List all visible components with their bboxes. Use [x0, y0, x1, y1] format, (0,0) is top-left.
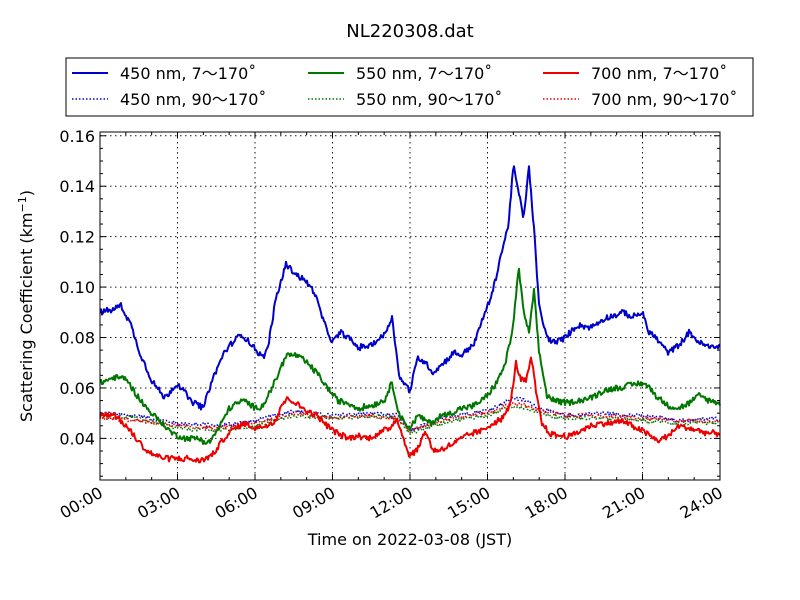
legend-label: 450 nm, 7～170˚: [120, 64, 256, 83]
legend-label: 550 nm, 7～170˚: [356, 64, 492, 83]
x-tick-label: 06:00: [212, 483, 261, 523]
series-line: [99, 356, 721, 464]
y-axis-label-main: Scattering Coefficient (km: [17, 212, 36, 422]
legend-label: 450 nm, 90～170˚: [120, 90, 266, 109]
legend-label: 700 nm, 7～170˚: [591, 64, 727, 83]
y-tick-label: 0.08: [59, 329, 95, 348]
legend-label: 700 nm, 90～170˚: [591, 90, 737, 109]
series-layer: [99, 165, 721, 464]
series-line: [99, 267, 721, 445]
x-tick-label: 00:00: [57, 483, 106, 523]
y-tick-label: 0.10: [59, 278, 95, 297]
x-tick-label: 18:00: [522, 483, 571, 523]
y-tick-label: 0.06: [59, 379, 95, 398]
y-axis-label-exponent: −1: [16, 196, 29, 212]
series-line: [99, 401, 721, 434]
x-tick-label: 15:00: [444, 483, 493, 523]
legend: 450 nm, 7～170˚ 550 nm, 7～170˚ 700 nm, 7～17…: [65, 57, 754, 117]
legend-frame: [65, 57, 754, 117]
x-tick-label: 09:00: [289, 483, 338, 523]
y-axis-label: Scattering Coefficient (km−1): [16, 190, 36, 422]
y-tick-label: 0.16: [59, 127, 95, 146]
y-tick-label: 0.04: [59, 429, 95, 448]
y-tick-label: 0.14: [59, 177, 95, 196]
legend-label: 550 nm, 90～170˚: [356, 90, 502, 109]
y-tick-label: 0.12: [59, 228, 95, 247]
x-axis-label: Time on 2022-03-08 (JST): [307, 530, 512, 549]
x-tick-label: 24:00: [677, 483, 726, 523]
series-line: [99, 165, 721, 411]
x-tick-label: 21:00: [599, 483, 648, 523]
series-line: [100, 396, 721, 433]
x-tick-label: 03:00: [134, 483, 183, 523]
x-tick-label: 12:00: [367, 483, 416, 523]
y-axis-label-close: ): [17, 190, 36, 196]
chart-title: NL220308.dat: [346, 21, 473, 42]
